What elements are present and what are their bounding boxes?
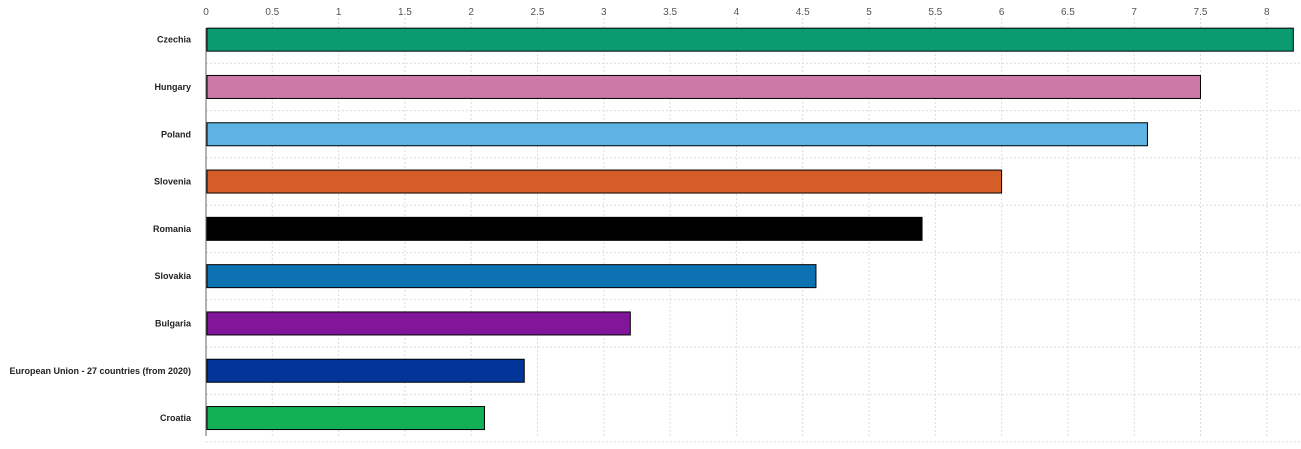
x-tick-label: 7.5 (1194, 7, 1208, 18)
category-label: Hungary (154, 82, 191, 92)
x-tick-label: 2 (468, 7, 474, 18)
x-tick-label: 6.5 (1061, 7, 1075, 18)
x-axis-ticks: 0 0.5 1 1.5 2 2.5 3 3.5 4 4.5 5 5.5 6 6.5 7 7.5 8 (203, 7, 1270, 18)
bar[interactable] (206, 74, 1201, 99)
x-tick-label: 4 (734, 7, 740, 18)
category-label: Slovenia (154, 177, 192, 187)
category-label: Slovakia (154, 271, 192, 281)
category-label: Romania (153, 224, 192, 234)
x-tick-label: 0 (203, 7, 209, 18)
bar[interactable] (206, 169, 1003, 194)
category-label: Croatia (160, 413, 192, 423)
x-tick-label: 7 (1131, 7, 1137, 18)
bar[interactable] (206, 311, 631, 336)
category-label: Czechia (157, 35, 192, 45)
bar[interactable] (206, 27, 1294, 52)
x-tick-label: 3.5 (663, 7, 677, 18)
x-tick-label: 0.5 (265, 7, 279, 18)
bar[interactable] (206, 406, 485, 431)
bars (206, 27, 1294, 431)
category-labels: Czechia Hungary Poland Slovenia Romania Slova… (9, 35, 192, 423)
category-label: Poland (161, 129, 191, 139)
bar[interactable] (206, 122, 1148, 147)
bar[interactable] (206, 358, 525, 383)
x-tick-label: 2.5 (531, 7, 545, 18)
x-tick-label: 5.5 (928, 7, 942, 18)
bar[interactable] (206, 216, 923, 241)
x-tick-label: 1 (336, 7, 342, 18)
category-label: European Union - 27 countries (from 2020… (9, 366, 191, 376)
x-tick-label: 8 (1264, 7, 1270, 18)
category-label: Bulgaria (155, 318, 192, 328)
bar[interactable] (206, 264, 817, 289)
x-tick-label: 1.5 (398, 7, 412, 18)
x-tick-label: 5 (866, 7, 872, 18)
x-tick-label: 3 (601, 7, 607, 18)
x-tick-label: 4.5 (796, 7, 810, 18)
x-tick-label: 6 (999, 7, 1005, 18)
